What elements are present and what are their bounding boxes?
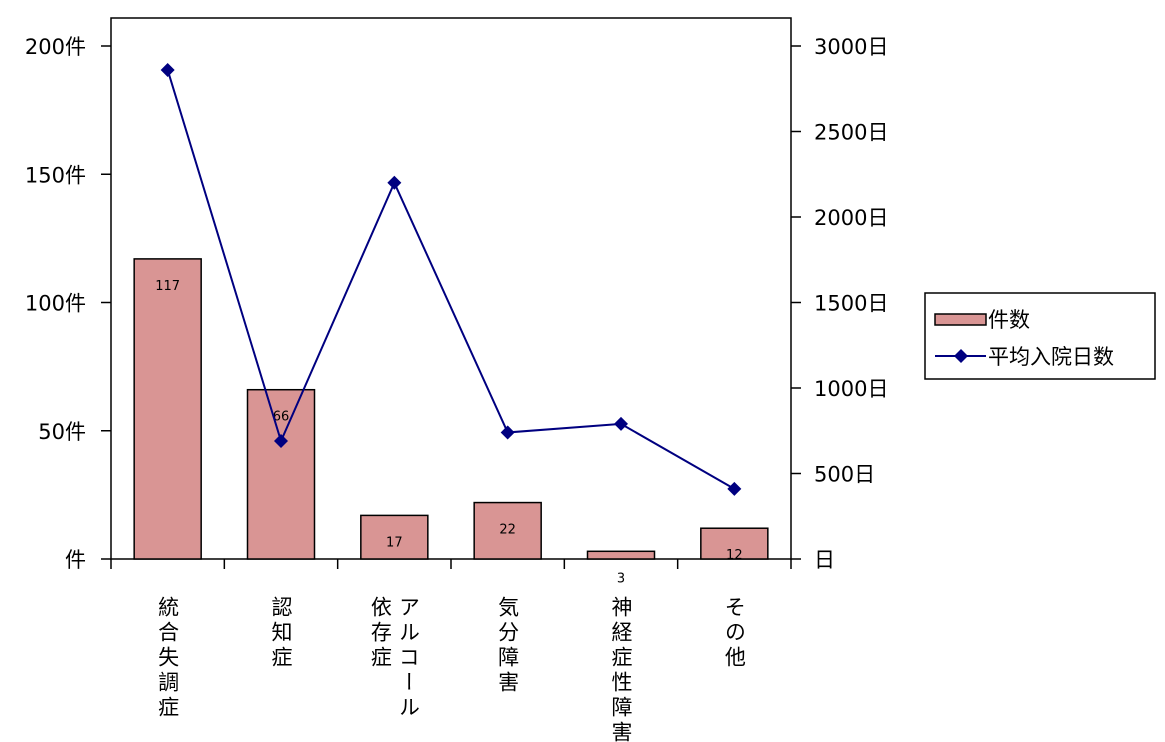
y-right-tick-label: 1500日 (814, 292, 888, 316)
y-left-tick-label: 件 (65, 548, 86, 572)
y-left-tick-label: 100件 (25, 292, 86, 316)
legend-line-marker (954, 349, 968, 363)
x-category-label: その他 (722, 596, 746, 671)
y-right-tick-label: 500日 (814, 463, 875, 487)
y-left-tick-label: 150件 (25, 163, 86, 187)
bar (586, 550, 656, 560)
x-category-label: 気分障害 (496, 596, 520, 696)
x-category-label: アルコール (396, 596, 420, 721)
line-point-marker (614, 416, 628, 431)
legend-box (924, 292, 1156, 380)
bar (360, 514, 429, 560)
x-category-label: 認知症 (269, 596, 293, 671)
bar-data-label: 117 (155, 279, 180, 294)
x-category-label: 統合失調症 (156, 596, 180, 721)
x-category-label: 依存症 (368, 596, 392, 671)
line-point-marker (160, 62, 175, 77)
bar-data-label: 3 (617, 571, 625, 586)
bar (473, 501, 542, 560)
plot-area-frame (110, 17, 792, 560)
line-point-marker (500, 425, 515, 440)
line-point-marker (727, 481, 742, 496)
bar (246, 388, 316, 560)
y-right-tick-label: 1000日 (814, 377, 888, 401)
y-right-tick-label: 2000日 (814, 206, 888, 230)
y-right-tick-label: 2500日 (814, 121, 888, 145)
legend-bar-label: 件数 (988, 308, 1030, 332)
bar-data-label: 17 (386, 535, 403, 550)
line-point-marker (387, 175, 402, 190)
bar-data-label: 12 (726, 548, 743, 563)
line-series-path (166, 69, 735, 490)
bar-data-label: 66 (273, 410, 290, 425)
y-left-tick-label: 200件 (25, 35, 86, 59)
y-left-tick-label: 50件 (38, 420, 86, 444)
bar-data-label: 22 (499, 523, 516, 538)
legend-line-label: 平均入院日数 (988, 345, 1114, 369)
y-right-tick-label: 3000日 (814, 35, 888, 59)
legend-bar-swatch (934, 313, 987, 326)
bar (700, 527, 769, 560)
y-right-tick-label: 日 (814, 548, 835, 572)
line-point-marker (274, 434, 288, 449)
bar (133, 258, 202, 560)
x-category-label: 神経症性障害 (609, 596, 633, 742)
